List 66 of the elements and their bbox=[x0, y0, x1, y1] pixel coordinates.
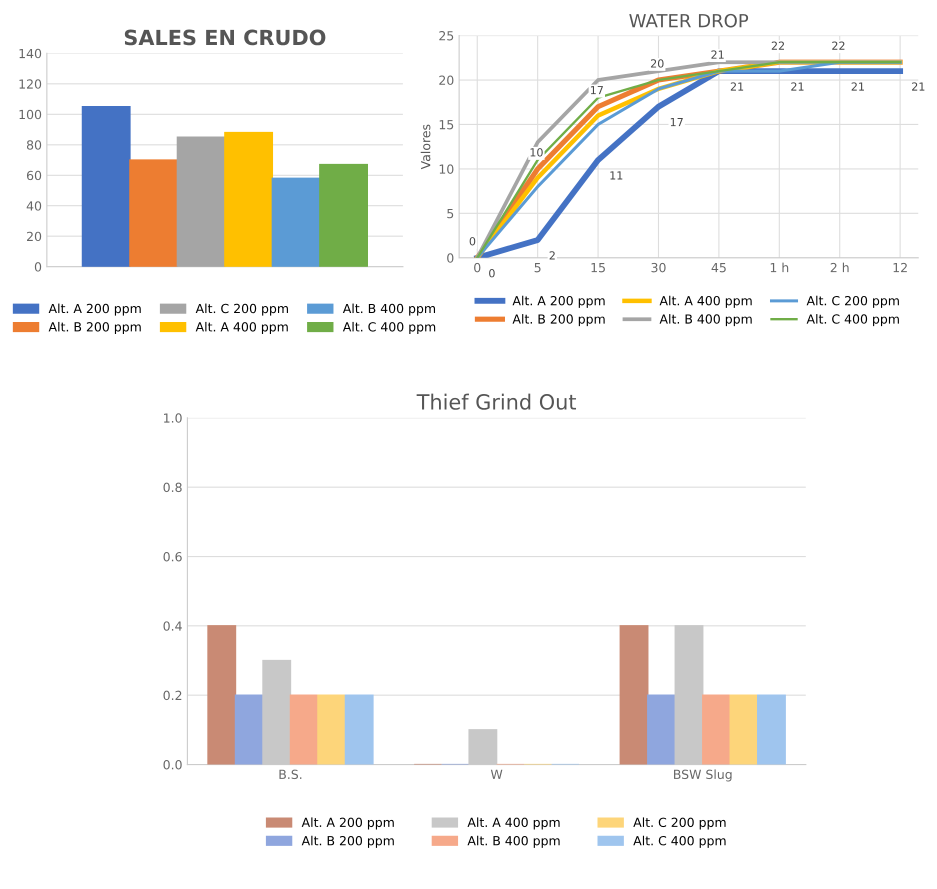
data-label: 22 bbox=[772, 41, 784, 50]
data-label: 21 bbox=[711, 50, 724, 59]
y-tick-label: 0.0 bbox=[163, 760, 182, 770]
chart-title: Thief Grind Out bbox=[416, 394, 576, 410]
legend-label: Alt. A 400 ppm bbox=[660, 296, 752, 308]
data-label: 20 bbox=[650, 59, 664, 68]
chart-title: WATER DROP bbox=[629, 14, 748, 28]
legend-label: Alt. B 400 ppm bbox=[467, 836, 560, 848]
y-tick-label: 25 bbox=[439, 31, 454, 40]
legend-label: Alt. A 400 ppm bbox=[467, 817, 560, 830]
legend-label: Alt. C 400 ppm bbox=[633, 836, 726, 848]
data-label: 10 bbox=[530, 148, 543, 157]
data-label: 2 bbox=[550, 251, 555, 260]
y-tick-label: 0.8 bbox=[163, 482, 182, 492]
data-label: 21 bbox=[912, 82, 924, 91]
data-label: 21 bbox=[791, 82, 804, 91]
x-tick-label: 15 bbox=[591, 263, 605, 272]
y-tick-label: 100 bbox=[20, 110, 42, 120]
data-label: 21 bbox=[730, 82, 744, 91]
y-tick-label: 0.4 bbox=[163, 621, 182, 631]
legend-label: Alt. C 200 ppm bbox=[633, 817, 726, 830]
data-label: 11 bbox=[610, 171, 622, 180]
data-label: 17 bbox=[590, 86, 603, 94]
y-axis-title: Valores bbox=[420, 124, 430, 170]
y-tick-label: 1.0 bbox=[164, 413, 182, 423]
chart-title: SALES EN CRUDO bbox=[124, 30, 326, 46]
x-tick-label: 30 bbox=[651, 262, 666, 272]
legend-label: Alt. C 200 ppm bbox=[196, 304, 288, 316]
data-label: 21 bbox=[852, 82, 864, 91]
legend-label: Alt. C 400 ppm bbox=[342, 322, 436, 334]
legend-label: Alt. B 200 ppm bbox=[302, 836, 394, 848]
y-tick-label: 20 bbox=[439, 75, 454, 85]
data-label: 17 bbox=[670, 118, 683, 126]
y-tick-label: 0.6 bbox=[163, 552, 182, 562]
y-tick-label: 80 bbox=[26, 140, 42, 150]
y-tick-label: 20 bbox=[27, 232, 42, 242]
x-tick-label: 45 bbox=[712, 263, 726, 272]
y-tick-label: 60 bbox=[26, 170, 42, 180]
legend-label: Alt. B 400 ppm bbox=[342, 304, 436, 316]
x-tick-label: 0 bbox=[474, 262, 480, 272]
data-label: 22 bbox=[832, 41, 844, 50]
legend-label: Alt. B 400 ppm bbox=[660, 314, 752, 326]
y-tick-label: 10 bbox=[440, 164, 454, 174]
y-tick-label: 0.2 bbox=[163, 690, 182, 700]
x-tick-label: 12 bbox=[894, 262, 907, 272]
legend-label: Alt. A 200 ppm bbox=[512, 296, 605, 308]
x-tick-label: W bbox=[490, 770, 502, 779]
x-tick-label: 5 bbox=[534, 263, 541, 272]
legend-label: Alt. A 200 ppm bbox=[48, 304, 141, 316]
legend-label: Alt. C 400 ppm bbox=[806, 314, 899, 326]
y-tick-label: 120 bbox=[20, 79, 42, 89]
y-tick-label: 5 bbox=[447, 208, 454, 218]
y-tick-label: 15 bbox=[440, 120, 454, 130]
legend-label: Alt. B 200 ppm bbox=[512, 314, 605, 326]
y-tick-label: 0 bbox=[447, 253, 454, 263]
x-tick-label: 1 h bbox=[770, 262, 788, 272]
legend-label: Alt. A 200 ppm bbox=[302, 817, 394, 830]
data-label: 0 bbox=[470, 237, 476, 246]
x-tick-label: B.S. bbox=[279, 770, 302, 780]
legend-label: Alt. A 400 ppm bbox=[196, 322, 288, 334]
legend-label: Alt. B 200 ppm bbox=[48, 322, 141, 334]
legend-label: Alt. C 200 ppm bbox=[806, 296, 899, 308]
x-tick-label: 2 h bbox=[830, 262, 849, 272]
y-tick-label: 140 bbox=[20, 48, 42, 58]
y-tick-label: 40 bbox=[26, 201, 42, 211]
x-tick-label: BSW Slug bbox=[674, 769, 732, 782]
